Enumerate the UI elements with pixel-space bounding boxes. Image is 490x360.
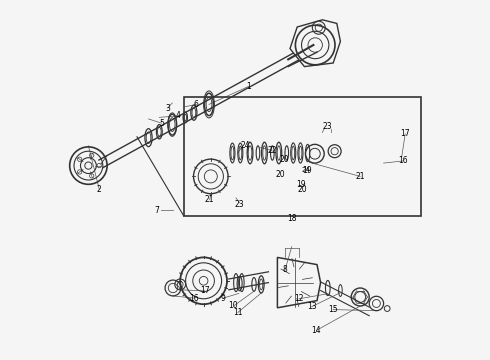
Text: 21: 21 (205, 195, 215, 204)
Text: 7: 7 (154, 206, 159, 215)
Text: 3: 3 (165, 104, 170, 113)
Text: 8: 8 (282, 265, 287, 274)
Text: 20: 20 (280, 155, 290, 164)
Text: 19: 19 (296, 180, 306, 189)
Text: 23: 23 (235, 200, 245, 209)
Polygon shape (290, 20, 341, 67)
Bar (184, 97, 421, 216)
Polygon shape (277, 257, 320, 308)
Text: 10: 10 (229, 302, 238, 310)
Text: 17: 17 (400, 130, 410, 139)
Text: 19: 19 (302, 166, 312, 175)
Text: 12: 12 (294, 294, 304, 303)
Text: 17: 17 (200, 287, 210, 295)
Text: 24: 24 (301, 167, 310, 173)
Text: 22: 22 (267, 146, 277, 155)
Text: 16: 16 (189, 294, 198, 302)
Text: 4: 4 (176, 112, 181, 120)
Text: 13: 13 (307, 302, 317, 311)
Text: 11: 11 (233, 308, 243, 317)
Text: 9: 9 (221, 294, 226, 302)
Text: 23: 23 (323, 122, 333, 131)
Text: 18: 18 (287, 214, 296, 223)
Text: 2: 2 (97, 185, 101, 194)
Text: 16: 16 (398, 156, 408, 166)
Text: 1: 1 (246, 82, 251, 91)
Text: 5: 5 (159, 119, 164, 128)
Text: 20: 20 (275, 170, 285, 179)
Text: 20: 20 (298, 185, 307, 194)
Text: 14: 14 (312, 326, 321, 335)
Text: 24: 24 (240, 141, 250, 150)
Text: 21: 21 (355, 172, 365, 181)
Text: 6: 6 (194, 100, 199, 109)
Text: 15: 15 (328, 305, 338, 314)
